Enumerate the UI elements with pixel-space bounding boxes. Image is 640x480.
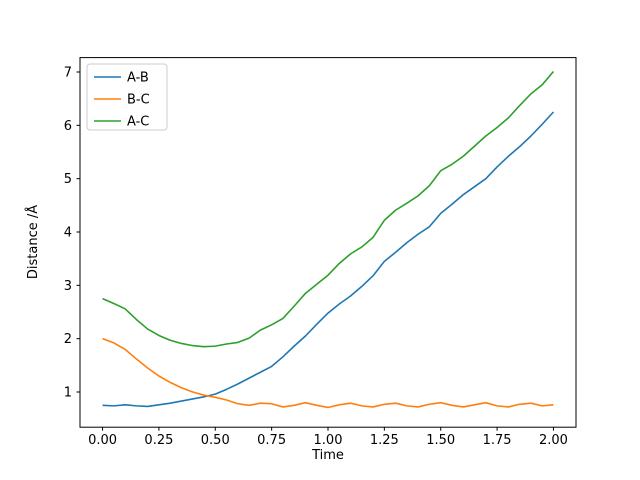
- x-tick-label: 0.50: [201, 433, 230, 448]
- x-tick-label: 1.00: [314, 433, 343, 448]
- x-tick-label: 2.00: [539, 433, 568, 448]
- legend-entry-B-C: B-C: [127, 93, 150, 108]
- y-tick-label: 3: [64, 279, 72, 294]
- y-tick-label: 4: [64, 226, 72, 241]
- y-tick-label: 5: [64, 172, 72, 187]
- series-line-A-C: [102, 70, 555, 348]
- series-line-B-C: [102, 337, 554, 409]
- series-line-A-B: [102, 111, 555, 408]
- x-tick-label: 0.25: [144, 433, 173, 448]
- legend-entry-A-B: A-B: [127, 71, 149, 86]
- legend-box: [86, 63, 168, 131]
- x-tick-label: 1.50: [426, 433, 455, 448]
- x-tick-label: 1.25: [370, 433, 399, 448]
- y-tick-label: 7: [64, 66, 72, 81]
- y-tick-label: 6: [64, 119, 72, 134]
- x-tick-label: 1.75: [483, 433, 512, 448]
- y-axis-label: Distance /Å: [25, 205, 41, 279]
- y-tick-label: 2: [64, 332, 72, 347]
- legend: A-B B-C A-C: [86, 63, 168, 131]
- axis-ticks: 0.00 0.25 0.50 0.75 1.00 1.25 1.50 1.75 2.00 1 2 3 4…: [64, 66, 568, 449]
- y-tick-label: 1: [64, 386, 72, 401]
- x-tick-label: 0.75: [257, 433, 286, 448]
- legend-entry-A-C: A-C: [127, 115, 149, 130]
- axes-spines: [79, 57, 577, 428]
- series-lines: [102, 70, 555, 409]
- x-tick-label: 0.00: [88, 433, 117, 448]
- x-axis-label: Time: [311, 448, 344, 463]
